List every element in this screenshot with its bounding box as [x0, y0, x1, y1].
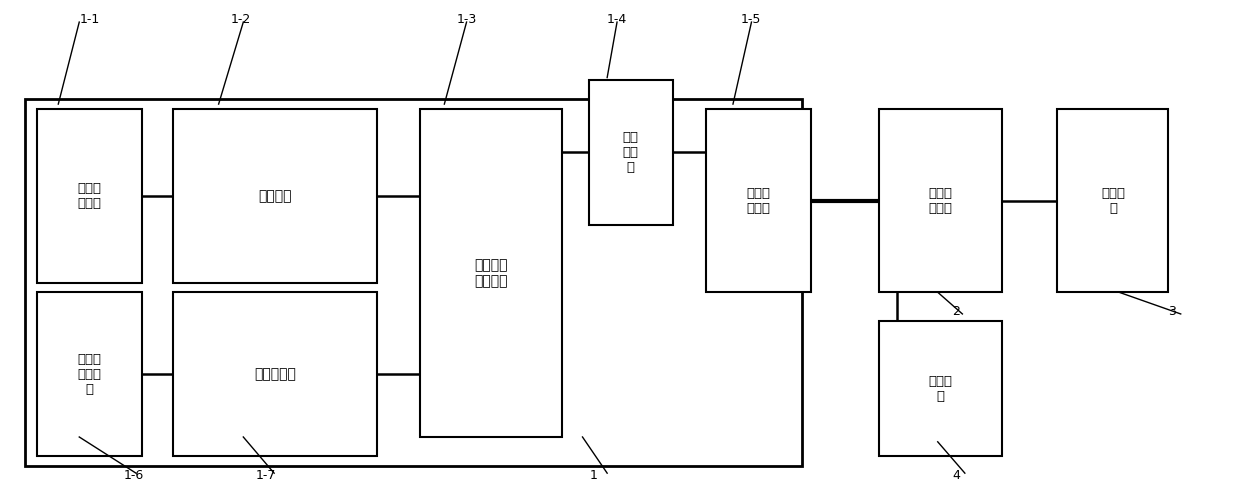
Bar — [37, 109, 142, 283]
Text: 1-1: 1-1 — [79, 13, 99, 26]
Text: 控制终
端: 控制终 端 — [928, 375, 953, 403]
Bar — [37, 292, 142, 456]
Text: 红外光
学物镜: 红外光 学物镜 — [78, 182, 102, 210]
Text: 3: 3 — [1168, 305, 1176, 318]
Bar — [25, 99, 802, 466]
Text: 显示终
端: 显示终 端 — [1101, 186, 1125, 215]
Text: 1: 1 — [590, 469, 597, 482]
Text: 图像
编码
器: 图像 编码 器 — [623, 131, 638, 174]
Bar — [589, 80, 673, 224]
Text: 红外相机: 红外相机 — [258, 189, 291, 203]
Bar — [420, 109, 561, 437]
Bar — [706, 109, 810, 292]
Text: 4: 4 — [953, 469, 960, 482]
Text: 可见光
光学物
镜: 可见光 光学物 镜 — [78, 353, 102, 396]
Bar — [1057, 109, 1168, 292]
Bar — [878, 321, 1002, 456]
Text: 图像融合
处理电路: 图像融合 处理电路 — [473, 258, 507, 288]
Text: 1-6: 1-6 — [124, 469, 144, 482]
Text: 1-5: 1-5 — [741, 13, 761, 26]
Text: 1-7: 1-7 — [255, 469, 276, 482]
Bar — [878, 109, 1002, 292]
Text: 图像接
收系统: 图像接 收系统 — [928, 186, 953, 215]
Text: 1-3: 1-3 — [457, 13, 477, 26]
Text: 2: 2 — [953, 305, 960, 318]
Bar — [173, 109, 377, 283]
Text: 1-2: 1-2 — [230, 13, 252, 26]
Bar — [173, 292, 377, 456]
Text: 可见光相机: 可见光相机 — [254, 367, 296, 381]
Text: 图像传
输系统: 图像传 输系统 — [746, 186, 771, 215]
Text: 1-4: 1-4 — [607, 13, 627, 26]
